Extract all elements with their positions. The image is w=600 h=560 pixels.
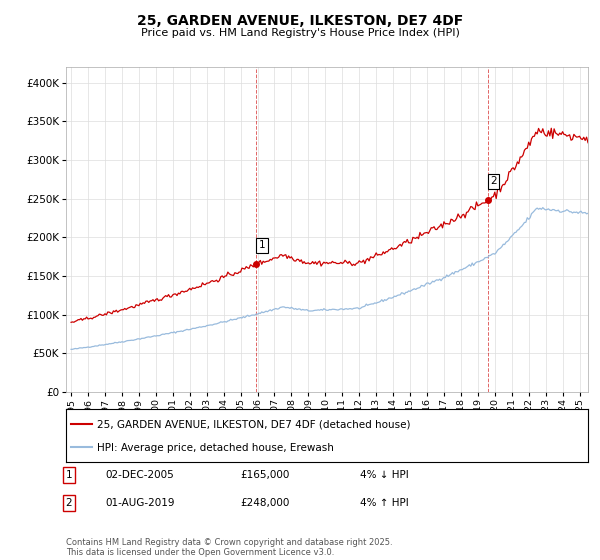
Text: £248,000: £248,000 — [240, 498, 289, 508]
Text: 25, GARDEN AVENUE, ILKESTON, DE7 4DF (detached house): 25, GARDEN AVENUE, ILKESTON, DE7 4DF (de… — [97, 420, 411, 430]
Text: 01-AUG-2019: 01-AUG-2019 — [105, 498, 175, 508]
Text: 02-DEC-2005: 02-DEC-2005 — [105, 470, 174, 480]
Text: HPI: Average price, detached house, Erewash: HPI: Average price, detached house, Erew… — [97, 443, 334, 453]
Text: 1: 1 — [259, 240, 265, 250]
Text: 2: 2 — [65, 498, 73, 508]
Text: 1: 1 — [65, 470, 73, 480]
Text: 2: 2 — [490, 176, 497, 186]
Text: Price paid vs. HM Land Registry's House Price Index (HPI): Price paid vs. HM Land Registry's House … — [140, 28, 460, 38]
Text: Contains HM Land Registry data © Crown copyright and database right 2025.
This d: Contains HM Land Registry data © Crown c… — [66, 538, 392, 557]
Text: 4% ↓ HPI: 4% ↓ HPI — [360, 470, 409, 480]
Text: 25, GARDEN AVENUE, ILKESTON, DE7 4DF: 25, GARDEN AVENUE, ILKESTON, DE7 4DF — [137, 14, 463, 28]
Text: £165,000: £165,000 — [240, 470, 289, 480]
Text: 4% ↑ HPI: 4% ↑ HPI — [360, 498, 409, 508]
